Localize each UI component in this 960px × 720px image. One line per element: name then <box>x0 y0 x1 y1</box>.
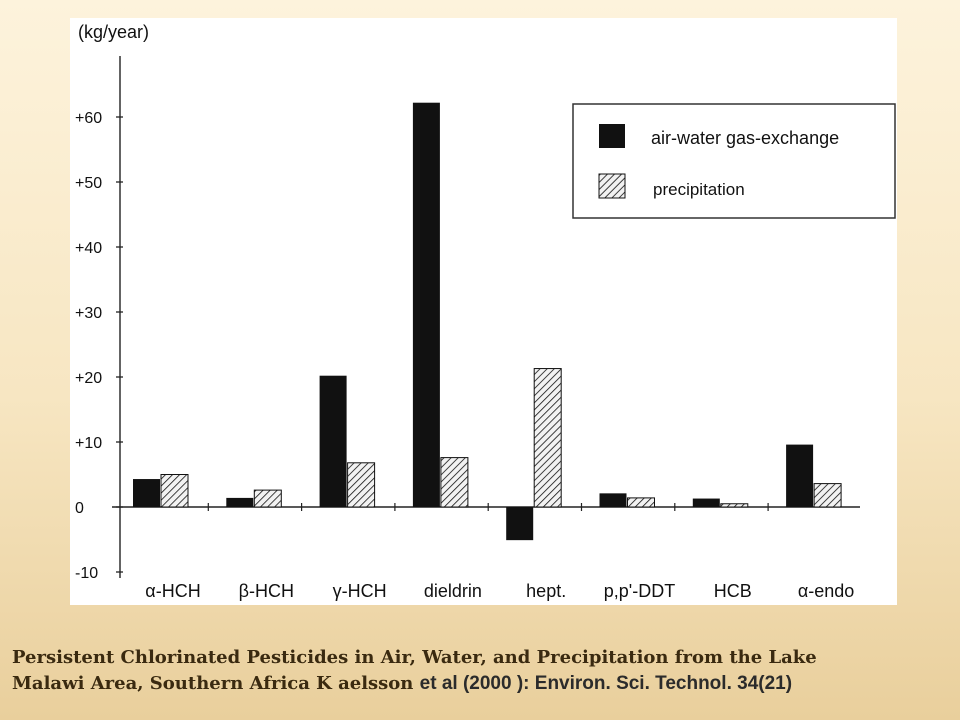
bar-precipitation <box>627 497 655 508</box>
y-tick-label: +20 <box>75 370 102 387</box>
bar-gas-exchange <box>692 498 720 507</box>
y-tick-label: +30 <box>75 305 102 322</box>
caption-line-2-text: Malawi Area, Southern Africa K aelsson <box>12 673 420 694</box>
category-label: HCB <box>714 581 752 601</box>
y-tick-label: +10 <box>75 435 102 452</box>
bar-precipitation <box>813 483 842 508</box>
bar-gas-exchange <box>319 375 347 507</box>
y-tick-label: +60 <box>75 110 102 127</box>
y-axis: +60 +50 +40 +30 +20 +10 0 -10 <box>75 56 123 582</box>
bar-chart: (kg/year) +60 +50 +40 +30 +20 +10 0 -10 α-HCH β-… <box>75 22 896 601</box>
legend-box <box>572 103 896 219</box>
legend-swatch-precipitation <box>598 173 626 199</box>
caption-line-1: Persistent Chlorinated Pesticides in Air… <box>12 647 817 668</box>
caption-citation: et al (2000 ): Environ. Sci. Technol. 34… <box>419 673 793 694</box>
caption: Persistent Chlorinated Pesticides in Air… <box>12 645 956 697</box>
category-label: β-HCH <box>239 581 294 601</box>
bar-precipitation <box>440 457 469 508</box>
legend-swatch-gas-exchange <box>599 124 625 148</box>
bar-precipitation <box>720 503 749 508</box>
bar-gas-exchange <box>133 479 160 507</box>
legend: air-water gas-exchange precipitation <box>572 103 896 219</box>
y-axis-label: (kg/year) <box>78 22 149 42</box>
caption-line-2: Malawi Area, Southern Africa K aelsson e… <box>12 671 956 697</box>
bar-precipitation <box>253 489 282 508</box>
bar-precipitation <box>160 474 189 508</box>
bar-gas-exchange <box>786 444 814 507</box>
bar-gas-exchange <box>506 507 534 541</box>
chart-panel: (kg/year) +60 +50 +40 +30 +20 +10 0 -10 α-HCH β-… <box>70 18 897 605</box>
bar-precipitation <box>533 368 562 508</box>
x-axis: α-HCH β-HCH γ-HCH dieldrin hept. p,p'-DDT HCB α… <box>112 503 860 601</box>
legend-label-gas-exchange: air-water gas-exchange <box>651 128 839 148</box>
category-label: dieldrin <box>424 581 482 601</box>
bar-gas-exchange <box>599 493 627 507</box>
category-label: γ-HCH <box>333 581 387 601</box>
y-tick-label: +40 <box>75 240 102 257</box>
bar-gas-exchange <box>226 497 254 507</box>
bars <box>133 102 842 541</box>
category-label: p,p'-DDT <box>604 581 675 601</box>
category-label: hept. <box>526 581 566 601</box>
bar-precipitation <box>347 462 376 508</box>
y-tick-label: +50 <box>75 175 102 192</box>
category-label: α-endo <box>798 581 854 601</box>
y-tick-label: 0 <box>75 500 84 517</box>
legend-label-precipitation: precipitation <box>653 180 745 199</box>
category-label: α-HCH <box>145 581 200 601</box>
bar-gas-exchange <box>412 102 440 507</box>
y-tick-label: -10 <box>75 565 98 582</box>
